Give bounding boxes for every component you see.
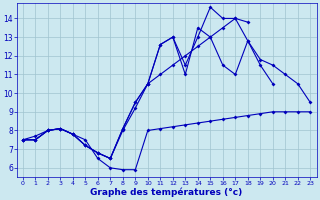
- X-axis label: Graphe des températures (°c): Graphe des températures (°c): [91, 187, 243, 197]
